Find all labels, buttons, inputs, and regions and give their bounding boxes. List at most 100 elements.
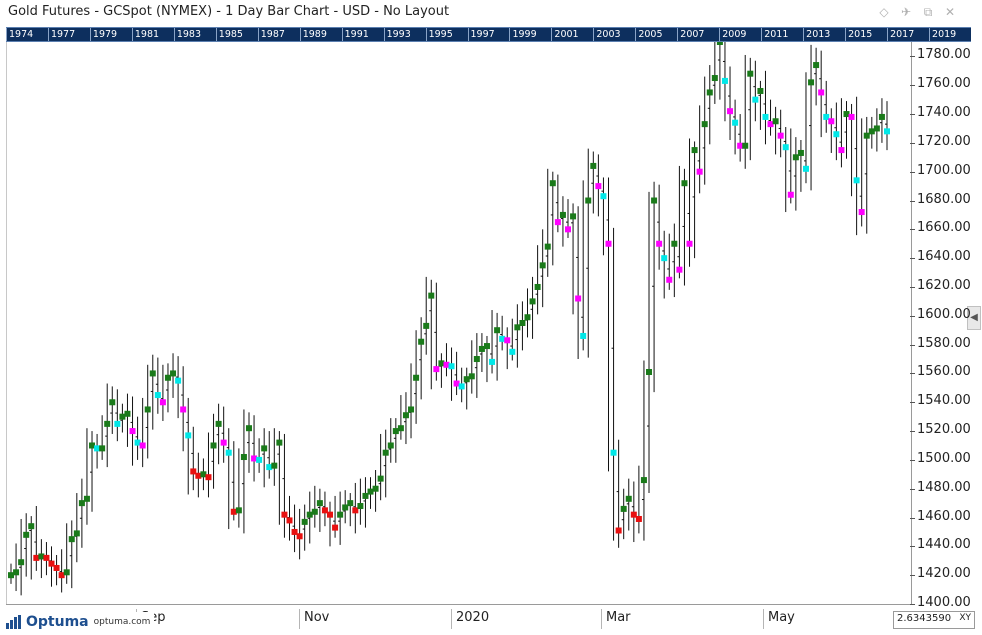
overview-year-label: 2015	[845, 28, 872, 41]
price-tick-mark	[910, 373, 915, 375]
overview-year-label: 2009	[719, 28, 746, 41]
signal-marker-green	[18, 559, 25, 566]
signal-marker-magenta	[656, 240, 663, 247]
overview-year-label: 2019	[929, 28, 956, 41]
signal-marker-green	[757, 87, 764, 94]
signal-marker-cyan	[185, 432, 192, 439]
price-tick-mark	[910, 56, 915, 58]
signal-marker-magenta	[504, 337, 511, 344]
price-tick-label: 1640.00	[917, 249, 971, 265]
signal-marker-green	[863, 132, 870, 139]
close-icon[interactable]: ✕	[944, 5, 956, 19]
signal-marker-magenta	[767, 121, 774, 128]
price-tick-label: 1600.00	[917, 306, 971, 322]
signal-marker-green	[747, 70, 754, 77]
signal-marker-green	[772, 118, 779, 125]
signal-marker-cyan	[610, 449, 617, 456]
diamond-icon[interactable]: ◇	[879, 5, 889, 19]
signal-marker-green	[408, 406, 415, 413]
signal-marker-red	[48, 560, 55, 567]
signal-marker-green	[402, 412, 409, 419]
expand-right-arrow-icon[interactable]: ◀	[967, 306, 981, 330]
signal-marker-cyan	[266, 464, 273, 471]
signal-marker-green	[691, 147, 698, 154]
signal-marker-magenta	[251, 455, 258, 462]
price-tick-mark	[910, 315, 915, 317]
overview-year-label: 1987	[257, 28, 285, 41]
signal-marker-green	[245, 425, 252, 432]
signal-marker-green	[119, 413, 126, 420]
price-tick-label: 1440.00	[917, 537, 971, 553]
signal-marker-green	[792, 154, 799, 161]
signal-marker-cyan	[499, 335, 506, 342]
signal-marker-green	[342, 504, 349, 511]
signal-marker-red	[630, 511, 637, 518]
signal-marker-magenta	[180, 406, 187, 413]
signal-marker-cyan	[94, 445, 101, 452]
overview-year-label: 1989	[299, 28, 327, 41]
signal-marker-green	[68, 536, 75, 543]
signal-marker-magenta	[139, 442, 146, 449]
overview-year-label: 1993	[383, 28, 411, 41]
signal-marker-red	[327, 511, 334, 518]
overview-year-label: 1974	[6, 28, 33, 41]
signal-marker-green	[306, 511, 313, 518]
signal-marker-red	[291, 528, 298, 535]
signal-marker-cyan	[489, 358, 496, 365]
overview-year-label: 1991	[341, 28, 369, 41]
price-tick-label: 1720.00	[917, 133, 971, 149]
xy-readout[interactable]: 2.6343590 XY	[893, 611, 975, 629]
signal-marker-magenta	[554, 219, 561, 226]
signal-marker-red	[281, 511, 288, 518]
signal-marker-green	[23, 531, 30, 538]
price-tick-label: 1700.00	[917, 162, 971, 178]
signal-marker-green	[73, 530, 80, 537]
overview-year-label: 2011	[761, 28, 788, 41]
signal-marker-green	[671, 240, 678, 247]
signal-marker-green	[311, 508, 318, 515]
signal-marker-green	[878, 113, 885, 120]
signal-marker-green	[215, 420, 222, 427]
overview-timeline[interactable]: 1974 1977 1979 1981 1983 1985 1987 1989 1991 1993…	[6, 27, 971, 42]
price-tick-label: 1660.00	[917, 220, 971, 236]
price-tick-mark	[910, 575, 915, 577]
signal-marker-red	[58, 572, 65, 579]
pin-icon[interactable]: ✈	[900, 5, 912, 19]
signal-marker-cyan	[782, 144, 789, 151]
price-tick-label: 1520.00	[917, 422, 971, 438]
signal-marker-red	[296, 533, 303, 540]
signal-marker-green	[109, 399, 116, 406]
overview-year-label: 2007	[677, 28, 704, 41]
signal-marker-red	[352, 507, 359, 514]
signal-marker-green	[89, 442, 96, 449]
price-tick-label: 1400.00	[917, 595, 971, 610]
overview-year-label: 1983	[173, 28, 201, 41]
restore-icon[interactable]: ⧉	[923, 5, 933, 19]
logo-text: Optuma	[26, 614, 89, 630]
signal-marker-cyan	[600, 193, 607, 200]
signal-marker-green	[524, 314, 531, 321]
time-tick-label: May	[763, 609, 795, 629]
price-tick-mark	[910, 258, 915, 260]
signal-marker-green	[463, 376, 470, 383]
signal-marker-green	[301, 518, 308, 525]
chart-plot-area[interactable]	[6, 21, 912, 604]
signal-marker-green	[124, 410, 131, 417]
signal-marker-green	[200, 471, 207, 478]
price-tick-mark	[910, 85, 915, 87]
signal-marker-green	[63, 569, 70, 576]
price-tick-mark	[910, 171, 915, 173]
signal-marker-cyan	[762, 113, 769, 120]
price-tick-mark	[910, 114, 915, 116]
xy-button[interactable]: XY	[959, 613, 971, 623]
signal-marker-magenta	[605, 240, 612, 247]
signal-marker-green	[99, 445, 106, 452]
signal-marker-cyan	[154, 392, 161, 399]
signal-marker-cyan	[580, 332, 587, 339]
signal-marker-cyan	[732, 119, 739, 126]
price-axis[interactable]: 1780.00 1760.00 1740.00 1720.00 1700.00 1680.…	[910, 42, 975, 610]
signal-marker-magenta	[686, 240, 693, 247]
price-tick-label: 1760.00	[917, 76, 971, 92]
signal-marker-magenta	[443, 361, 450, 368]
signal-marker-green	[28, 523, 35, 530]
